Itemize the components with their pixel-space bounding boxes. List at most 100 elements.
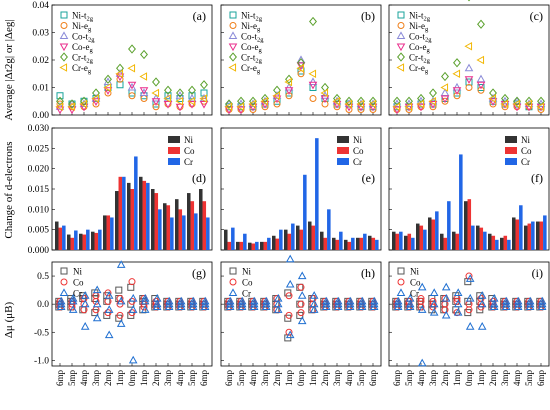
bar-cr [363,233,367,250]
data-point-cr-eg [187,96,196,106]
data-point-co [297,283,305,291]
data-point-co [453,297,461,305]
data-point-cr-eg [272,91,281,101]
bar-cr [170,217,174,250]
legend-marker [397,11,405,19]
data-point-cr-t2g [441,71,449,82]
data-point-co-eg [163,100,173,109]
x-tick-label: 0mp [127,370,137,387]
bar-cr [206,217,210,250]
legend-entry: Ni [242,267,251,277]
data-point-cr [104,330,114,339]
data-point-cr [116,296,126,305]
panel-label: (a) [193,9,206,23]
data-point-cr-t2g [152,77,160,87]
data-point-ni-eg [285,92,293,100]
data-point-cr [369,299,379,308]
bar-ni [464,201,468,250]
x-tick-label: 1mp [139,370,149,387]
bar-cr [279,229,283,250]
bar-co [455,233,460,250]
data-point-cr [297,291,307,299]
panel-label: (e) [362,171,375,185]
data-point-cr-t2g [513,96,521,106]
panel-label: (i) [532,266,543,280]
bar-ni [55,221,59,250]
data-point-cr [477,291,487,299]
legend-marker [229,22,237,29]
data-point-cr [68,305,78,313]
x-tick-label: 6mp [368,370,378,387]
data-point-co [116,311,124,319]
panel-label: (d) [192,171,206,185]
data-point-cr [92,313,102,322]
data-point-cr-eg [284,77,293,87]
bar-cr [459,154,463,250]
x-tick-label: 0mp [296,370,306,387]
legend-marker [228,63,237,72]
bar-ni [272,235,276,250]
legend-marker [396,31,406,40]
data-point-cr-eg [199,94,208,103]
bar-co [82,234,87,250]
legend-marker [228,31,238,40]
bar-cr [243,233,247,250]
data-point-co-eg [440,95,450,104]
data-point-co-eg [284,87,294,95]
data-point-cr [501,299,511,308]
bar-co [239,241,244,250]
x-tick-label: 2mp [103,370,113,387]
bar-ni [127,182,131,250]
data-point-cr [92,299,102,308]
legend-subscript: g [257,68,261,75]
data-point-cr [68,296,78,305]
data-point-cr-t2g [309,16,317,27]
bar-cr [182,215,186,250]
bar-ni [356,237,360,250]
bar-co [407,233,412,250]
data-point-cr [429,307,439,316]
bar-ni [103,215,107,250]
data-point-cr [249,299,259,308]
y-tick-label: 0.010 [28,205,50,215]
y-tick-label: 0.5 [37,272,49,282]
y-tick-label: 0.03 [32,29,49,39]
data-point-cr [429,288,439,296]
bar-ni [187,193,191,250]
legend-entry: Cr [410,289,419,299]
data-point-ni-eg [465,84,473,91]
bar-co [287,233,292,250]
legend-entry: Cr-eg [409,63,429,75]
data-point-cr [417,282,427,291]
data-point-cr-eg [115,69,124,79]
legend-marker [59,63,68,72]
data-point-cr [261,299,271,308]
data-point-cr-t2g [128,44,136,54]
data-point-cr [176,299,186,308]
legend-entry: Cr-eg [241,63,261,75]
data-point-cr-eg [356,99,365,109]
data-point-cr [225,299,235,308]
legend-marker [59,288,69,297]
bar-cr [134,156,138,250]
data-point-cr [128,355,138,364]
y-tick-label: 0.00 [32,111,49,121]
data-point-cr-eg [151,88,160,98]
panel-label: (b) [361,9,375,23]
legend-swatch [505,136,517,143]
legend-marker [397,267,405,275]
legend-entry: Co-eg [72,42,94,54]
row-ylabel-avg-delta: Average |Δt2g| or |Δeg| [3,19,15,120]
data-point-cr [309,291,319,299]
bar-cr [423,229,427,250]
data-point-cr [200,302,210,311]
legend-entry: Cr [73,289,82,299]
data-point-cr [441,282,451,291]
legend-entry: Cr [521,157,530,167]
panel-label: (c) [530,9,543,23]
data-point-cr-eg [296,63,305,73]
y-tick-label: 0.025 [28,144,50,154]
data-point-cr-eg [464,41,473,51]
x-tick-label: 5mp [524,370,534,387]
data-point-cr-t2g [369,96,377,106]
